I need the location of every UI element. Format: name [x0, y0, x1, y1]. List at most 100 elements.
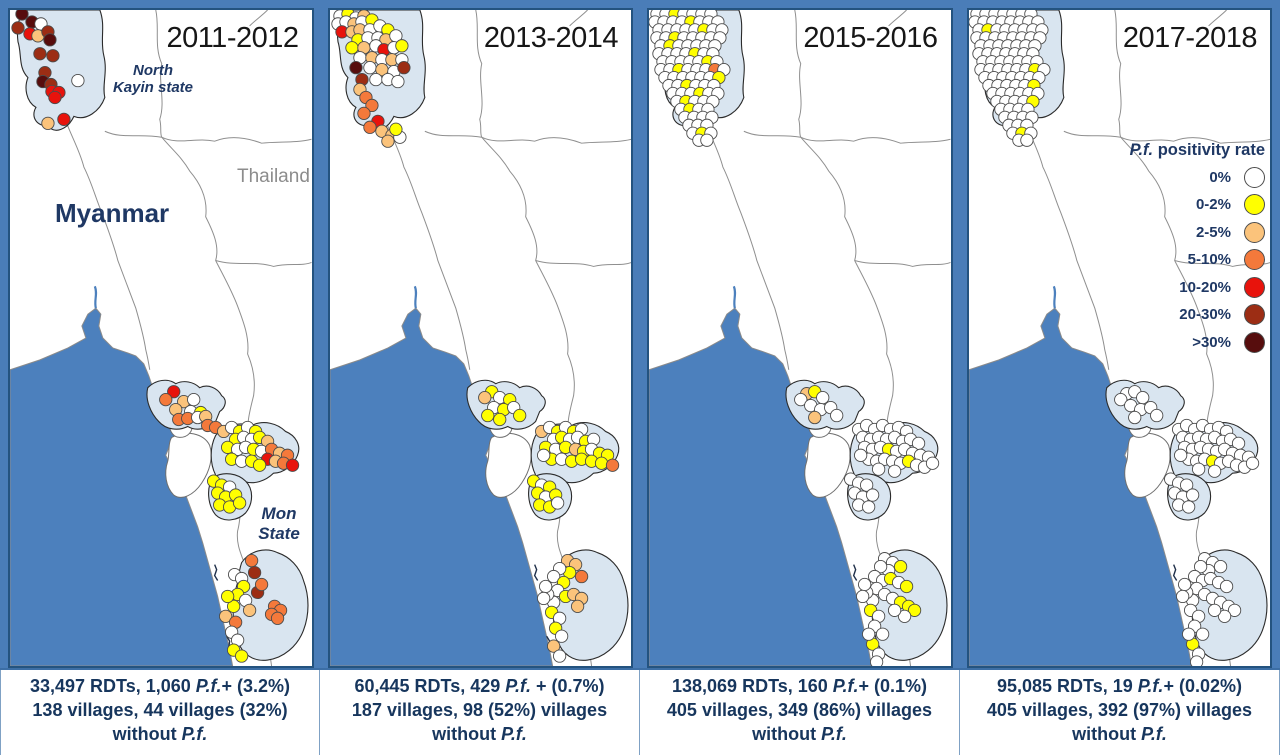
year-label: 2013-2014 [483, 22, 619, 54]
village-dot [861, 627, 876, 641]
village-dot [794, 393, 808, 407]
village-dot [390, 74, 405, 89]
year-label: 2017-2018 [1122, 22, 1258, 54]
village-dot [394, 39, 409, 53]
map-panel-2015-2016: 2015-2016 [647, 8, 953, 668]
village-dot [167, 385, 181, 399]
village-dot [1219, 579, 1233, 594]
caption-line: without P.f. [1, 723, 319, 747]
village-dot [854, 448, 868, 462]
village-dot [15, 10, 29, 21]
map-canvas [10, 10, 312, 666]
text-segment: 60,445 RDTs, 429 [354, 676, 506, 696]
text-segment: + (3.2%) [221, 676, 290, 696]
village-dot [536, 448, 550, 462]
village-dot [247, 565, 262, 580]
village-dot [254, 577, 269, 592]
village-dot [700, 133, 714, 147]
village-dot [252, 458, 267, 472]
village-dot [1245, 456, 1259, 470]
village-dot [1191, 462, 1205, 476]
village-dot [1127, 410, 1141, 425]
village-dot [221, 589, 235, 604]
caption-line: 33,497 RDTs, 1,060 P.f.+ (3.2%) [1, 675, 319, 699]
village-dot [388, 122, 403, 136]
village-dot [1193, 559, 1207, 574]
legend-item-label: 10-20% [1179, 278, 1231, 296]
legend-item-label: 5-10% [1187, 251, 1231, 268]
village-dot [232, 496, 247, 510]
label-thailand: Thailand [237, 166, 310, 187]
village-dot [396, 61, 411, 75]
caption-line: 405 villages, 392 (97%) villages [960, 699, 1279, 723]
village-dots-layer [649, 10, 940, 666]
text-segment: without [752, 723, 822, 744]
text-segment: 405 villages, 349 (86%) villages [666, 699, 933, 720]
village-dots-layer [968, 10, 1259, 666]
map-panel-2017-2018: 2017-2018 P.f. positivity rate 0% 0-2% 2-5… [966, 8, 1272, 668]
village-dot [907, 603, 922, 617]
text-segment: without [1072, 723, 1142, 744]
village-dot [244, 554, 259, 568]
village-dot [1135, 391, 1149, 405]
text-segment: positivity rate [1153, 141, 1265, 159]
village-dot [285, 458, 300, 472]
legend-color-swatch [1244, 276, 1265, 298]
caption-line: 405 villages, 349 (86%) villages [640, 699, 959, 723]
text-segment: P.f. [501, 723, 527, 744]
village-dot [41, 116, 55, 130]
label-myanmar: Myanmar [55, 198, 170, 228]
village-dot [512, 408, 526, 423]
village-dot [344, 41, 359, 55]
village-dot [858, 577, 872, 592]
map-panels-row: North Kayin state Thailand Myanmar Mon S… [8, 8, 1272, 668]
legend-item: 2-5% [1130, 221, 1265, 243]
village-dot [356, 106, 371, 120]
village-dot [860, 478, 874, 492]
village-dot [869, 655, 884, 666]
legend-item: >30% [1130, 331, 1265, 353]
label-mon-state: Mon State [258, 504, 300, 543]
legend-item: 5-10% [1130, 249, 1265, 270]
village-dot [492, 412, 506, 427]
village-dot [219, 609, 233, 623]
text-segment: without [432, 723, 502, 744]
village-dot [893, 559, 908, 574]
village-dot [1019, 133, 1034, 147]
village-dot [552, 649, 566, 663]
village-dot [899, 579, 914, 594]
village-dot [1195, 627, 1209, 641]
village-dot [380, 134, 395, 148]
pf-positivity-legend: P.f. positivity rate 0% 0-2% 2-5% 5-10% 10-2… [1130, 141, 1265, 359]
village-dot [33, 47, 47, 61]
village-dot [546, 639, 560, 653]
caption-2015-2016: 138,069 RDTs, 160 P.f.+ (0.1%) 405 villa… [640, 670, 960, 755]
legend-title: P.f. positivity rate [1130, 141, 1265, 160]
map-canvas [968, 10, 1270, 666]
map-canvas [329, 10, 631, 666]
village-dot [1179, 478, 1193, 492]
village-dot [48, 90, 62, 105]
text-segment: 95,085 RDTs, 19 [997, 676, 1138, 696]
village-dot [1181, 500, 1195, 514]
village-dot [887, 464, 902, 478]
legend-item-label: 20-30% [1179, 306, 1231, 323]
village-dot [477, 391, 491, 405]
village-dots-layer [330, 10, 619, 663]
caption-line: without P.f. [960, 723, 1279, 747]
village-dot [1181, 627, 1195, 641]
village-dot [362, 120, 377, 134]
caption-2017-2018: 95,085 RDTs, 19 P.f.+ (0.02%) 405 villag… [960, 670, 1280, 755]
village-dot [159, 393, 173, 407]
village-dot [605, 458, 619, 472]
village-dot [550, 496, 564, 510]
village-dot [897, 609, 912, 623]
village-dot [11, 21, 25, 35]
village-dot [71, 73, 85, 88]
village-dots-layer [11, 10, 300, 663]
map-panel-2011-2012: North Kayin state Thailand Myanmar Mon S… [8, 8, 314, 668]
village-dot [226, 599, 241, 613]
text-segment: P.f. [505, 676, 531, 696]
text-segment: P.f. [195, 676, 222, 696]
